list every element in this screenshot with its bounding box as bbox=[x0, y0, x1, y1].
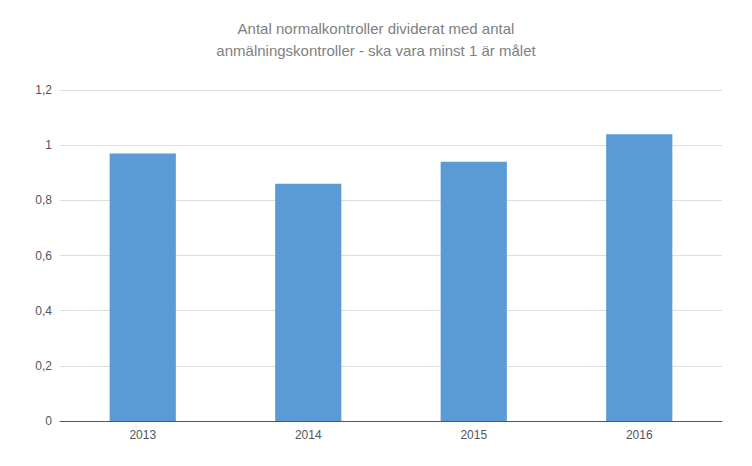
svg-text:0,6: 0,6 bbox=[35, 249, 52, 263]
svg-text:1,2: 1,2 bbox=[35, 83, 52, 97]
svg-text:anmälningskontroller - ska var: anmälningskontroller - ska vara minst 1 … bbox=[216, 42, 536, 59]
svg-text:0,4: 0,4 bbox=[35, 304, 52, 318]
svg-text:0,2: 0,2 bbox=[35, 359, 52, 373]
svg-text:0,8: 0,8 bbox=[35, 193, 52, 207]
svg-text:2014: 2014 bbox=[295, 428, 322, 442]
svg-text:Antal normalkontroller divider: Antal normalkontroller dividerat med ant… bbox=[238, 20, 515, 37]
svg-text:1: 1 bbox=[45, 138, 52, 152]
svg-text:2016: 2016 bbox=[626, 428, 653, 442]
svg-text:0: 0 bbox=[45, 414, 52, 428]
svg-text:2015: 2015 bbox=[460, 428, 487, 442]
svg-text:2013: 2013 bbox=[129, 428, 156, 442]
